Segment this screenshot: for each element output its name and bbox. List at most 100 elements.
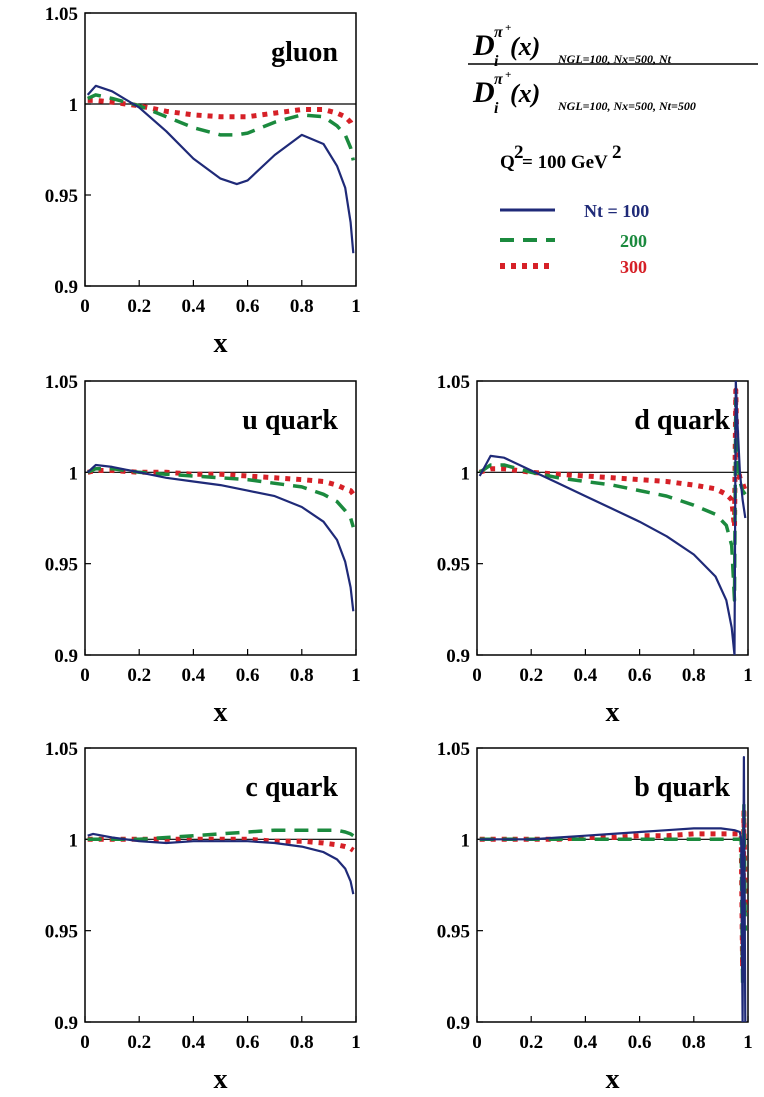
series-line-nt-100 [479,755,747,1022]
x-tick-label: 0 [80,296,90,317]
x-tick-label: 1 [351,1032,361,1053]
series-line-nt-100 [86,84,355,254]
plot-frame [84,380,357,656]
x-tick-label: 0.2 [519,1032,543,1053]
q2-annotation: Q 2 = 100 GeV 2 [500,142,622,173]
formula-numerator: D i π + (x) NGL=100, Nx=500, Nt [472,22,672,70]
y-tick-label: 1.05 [45,372,78,393]
series-line-300 [479,809,748,970]
x-axis-label: x [214,328,228,359]
q2-label: Q [500,152,515,173]
plot-frame [84,12,357,287]
den-supplus: + [505,69,511,81]
num-main: D [472,29,495,62]
panel-title: c quark [245,772,338,803]
series-line-300 [87,468,356,496]
num-arg: (x) [510,32,540,61]
x-tick-label: 1 [351,296,361,317]
x-tick-label: 0.6 [628,1032,652,1053]
series-line-300 [87,97,356,129]
x-tick-label: 0.2 [519,665,543,686]
x-tick-label: 0.6 [236,665,260,686]
y-tick-label: 0.9 [54,646,78,667]
series-line-nt-100 [478,381,747,655]
legend-label-300: 300 [620,257,647,277]
x-tick-label: 0.4 [182,1032,206,1053]
x-tick-label: 0.2 [127,296,151,317]
series-line-nt-100 [87,832,355,895]
y-tick-label: 1.05 [45,4,78,25]
panel-title: b quark [634,772,730,803]
x-tick-label: 0.8 [290,665,314,686]
series-line-nt-100 [86,463,355,612]
panel-d-quark: 0 0.2 0.4 0.6 0.8 1 0.9 0.95 1 1.05 x d quark [437,372,753,728]
y-tick-label: 1.05 [437,372,470,393]
x-tick-label: 0 [472,665,482,686]
panel-u-quark: 0 0.2 0.4 0.6 0.8 1 0.9 0.95 1 1.05 x u quark [45,372,361,728]
formula: D i π + (x) NGL=100, Nx=500, Nt D i π + … [468,22,758,117]
series-line-200 [478,397,747,602]
x-axis-label: x [606,697,620,728]
x-tick-label: 0.6 [236,296,260,317]
x-tick-label: 0.2 [127,665,151,686]
y-tick-label: 0.95 [45,186,78,207]
x-tick-label: 0.4 [574,665,598,686]
x-tick-label: 0.8 [682,665,706,686]
y-tick-label: 0.9 [446,1013,470,1034]
x-tick-label: 1 [743,1032,753,1053]
y-tick-label: 1.05 [437,739,470,760]
y-tick-label: 0.95 [45,555,78,576]
y-tick-label: 1 [69,95,79,116]
panel-b-quark: 0 0.2 0.4 0.6 0.8 1 0.9 0.95 1 1.05 x b quark [437,739,753,1095]
x-tick-label: 0 [80,665,90,686]
q2-rest: = 100 GeV [522,152,608,173]
y-tick-label: 1 [461,830,471,851]
y-tick-label: 0.95 [45,922,78,943]
den-sub: i [494,100,499,117]
y-tick-label: 0.95 [437,922,470,943]
panel-c-quark: 0 0.2 0.4 0.6 0.8 1 0.9 0.95 1 1.05 x c quark [45,739,361,1095]
q2-exp: 2 [514,142,524,163]
panel-title: d quark [634,405,730,436]
legend-label-200: 200 [620,231,647,251]
x-tick-label: 0 [80,1032,90,1053]
formula-denominator: D i π + (x) NGL=100, Nx=500, Nt=500 [472,69,696,117]
x-tick-label: 0.6 [236,1032,260,1053]
y-tick-label: 1 [69,830,79,851]
series-line-200 [479,801,748,988]
num-args: NGL=100, Nx=500, Nt [557,52,672,66]
panel-title: gluon [271,37,338,68]
plot-frame [84,747,357,1023]
y-tick-label: 1.05 [45,739,78,760]
x-tick-label: 0.8 [682,1032,706,1053]
den-arg: (x) [510,79,540,108]
x-tick-label: 0 [472,1032,482,1053]
x-tick-label: 0.4 [182,665,206,686]
y-tick-label: 0.95 [437,555,470,576]
series-line-200 [86,466,355,528]
x-tick-label: 0.8 [290,296,314,317]
y-tick-label: 0.9 [446,646,470,667]
legend: Nt = 100 200 300 [500,201,649,277]
x-tick-label: 1 [743,665,753,686]
den-main: D [472,76,495,109]
den-args: NGL=100, Nx=500, Nt=500 [557,99,696,113]
y-tick-label: 0.9 [54,1013,78,1034]
plot-frame [476,380,749,656]
x-tick-label: 0.6 [628,665,652,686]
x-tick-label: 1 [351,665,361,686]
x-axis-label: x [214,1064,228,1095]
x-tick-label: 0.2 [127,1032,151,1053]
panel-title: u quark [242,405,338,436]
den-sup: π [494,71,504,88]
y-tick-label: 0.9 [54,277,78,298]
plot-frame [476,747,749,1023]
x-axis-label: x [606,1064,620,1095]
x-tick-label: 0.4 [182,296,206,317]
legend-label-nt100: Nt = 100 [584,201,649,221]
num-sub: i [494,53,499,70]
x-tick-label: 0.4 [574,1032,598,1053]
x-tick-label: 0.8 [290,1032,314,1053]
